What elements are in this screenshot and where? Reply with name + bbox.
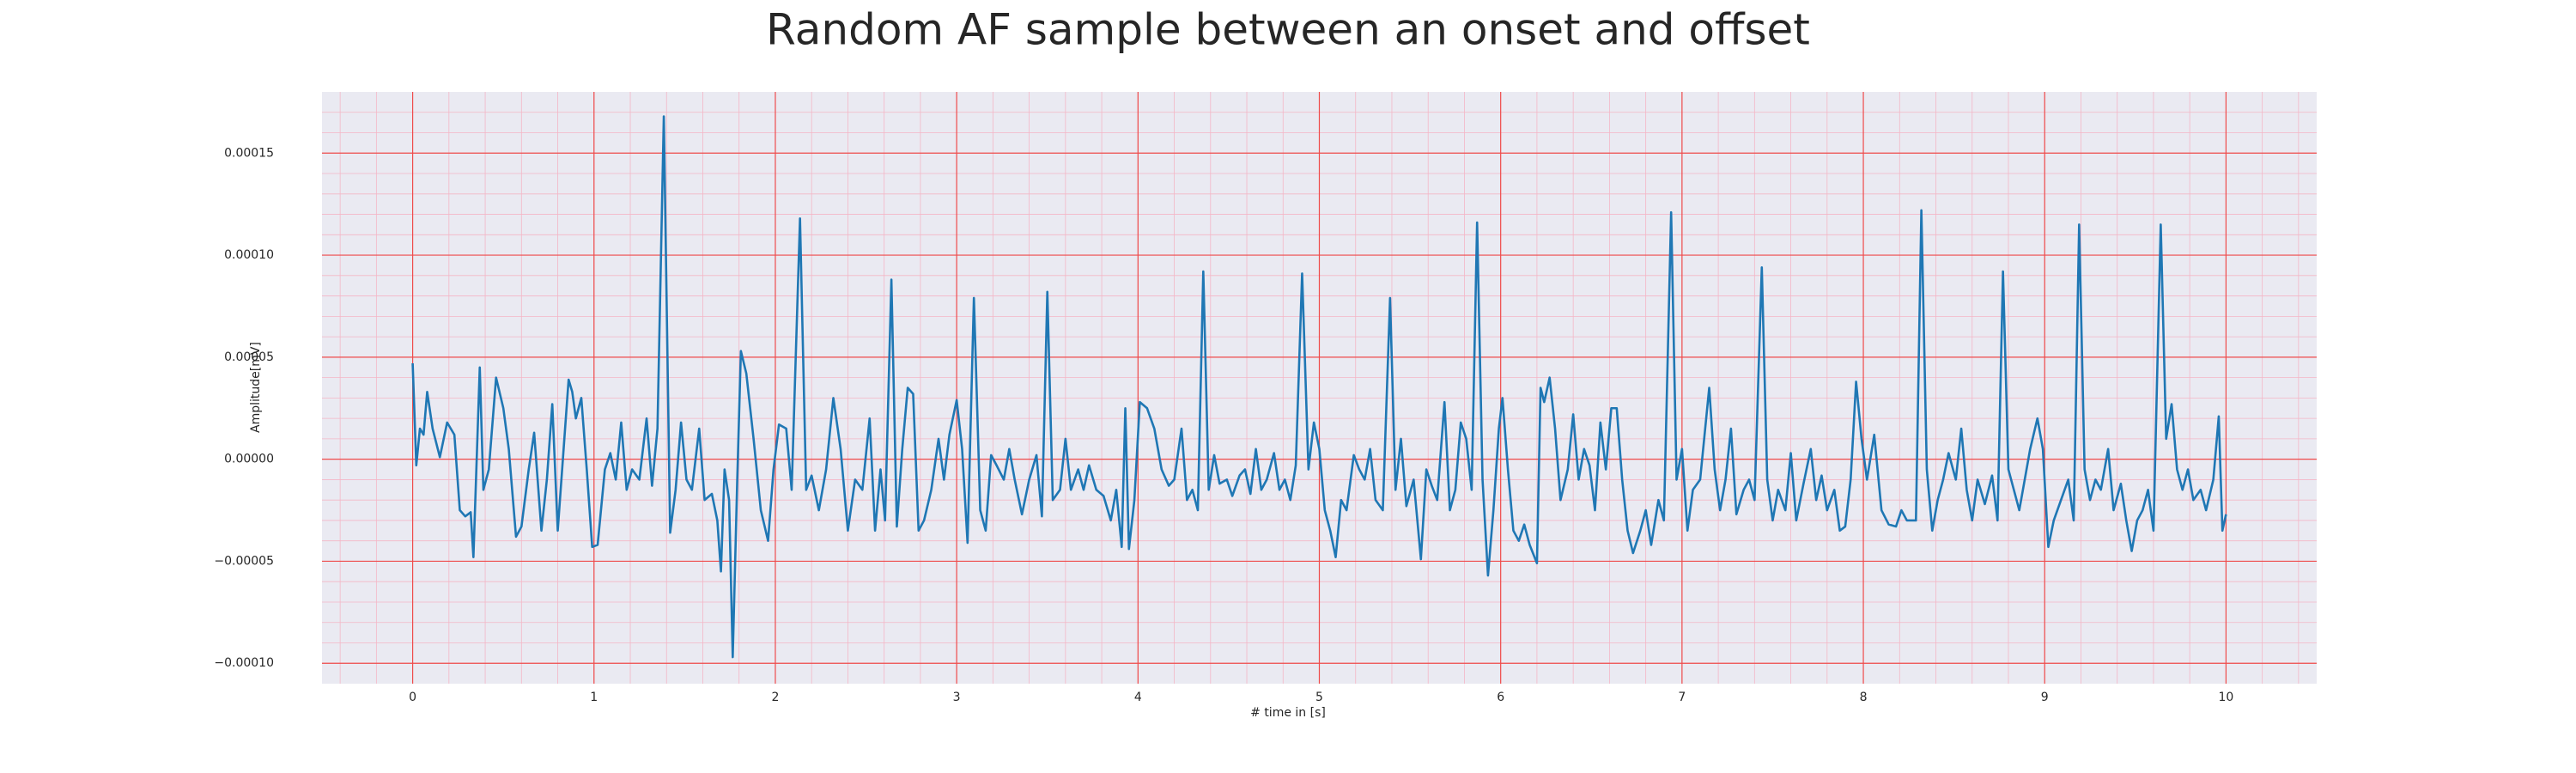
- signal-line: [411, 115, 2227, 659]
- y-tick-label: −0.00005: [214, 554, 274, 568]
- x-tick-label: 1: [590, 691, 598, 704]
- x-tick-label: 5: [1315, 691, 1323, 704]
- y-tick-label: 0.00010: [224, 248, 274, 262]
- x-axis-label: # time in [s]: [1250, 706, 1326, 720]
- y-tick-label: 0.00000: [224, 453, 274, 466]
- x-tick-label: 6: [1497, 691, 1504, 704]
- x-tick-label: 4: [1134, 691, 1142, 704]
- chart-title: Random AF sample between an onset and of…: [766, 5, 1810, 55]
- x-tick-label: 9: [2041, 691, 2049, 704]
- y-tick-label: −0.00010: [214, 656, 274, 670]
- y-axis-label: Amplitude[mV]: [249, 342, 263, 433]
- x-tick-label: 8: [1860, 691, 1868, 704]
- y-tick-label: 0.00015: [224, 146, 274, 160]
- x-tick-label: 3: [953, 691, 961, 704]
- y-tick-label: 0.00005: [224, 350, 274, 364]
- x-tick-label: 0: [409, 691, 416, 704]
- x-tick-label: 2: [771, 691, 779, 704]
- x-tick-label: 7: [1678, 691, 1686, 704]
- x-tick-label: 10: [2218, 691, 2233, 704]
